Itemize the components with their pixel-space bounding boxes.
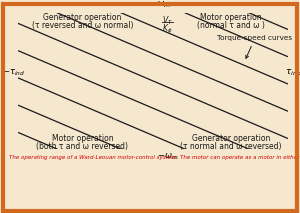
Text: (normal τ and ω ): (normal τ and ω ) [197,21,265,30]
Text: Motor operation: Motor operation [52,134,113,143]
Text: $K_\phi$: $K_\phi$ [162,23,173,36]
Text: $V_T$: $V_T$ [162,14,173,27]
Text: (both τ and ω reversed): (both τ and ω reversed) [36,142,128,151]
Text: (τ reversed and ω normal): (τ reversed and ω normal) [32,21,133,30]
Text: $-\tau_{ind}$: $-\tau_{ind}$ [2,67,26,78]
Text: The operating range of a Ward-Leouan motor-control system. The motor can operate: The operating range of a Ward-Leouan mot… [9,155,300,160]
Text: (τ normal and ω reversed): (τ normal and ω reversed) [180,142,282,151]
Text: $\tau_{ind}$: $\tau_{ind}$ [285,67,300,78]
Text: $\omega_m$: $\omega_m$ [156,0,171,10]
Text: Generator operation: Generator operation [43,13,122,22]
Text: Generator operation: Generator operation [192,134,270,143]
Text: Motor operation: Motor operation [200,13,262,22]
Text: Torque-speed curves: Torque-speed curves [218,35,292,58]
Text: $-\omega_m$: $-\omega_m$ [157,151,178,162]
